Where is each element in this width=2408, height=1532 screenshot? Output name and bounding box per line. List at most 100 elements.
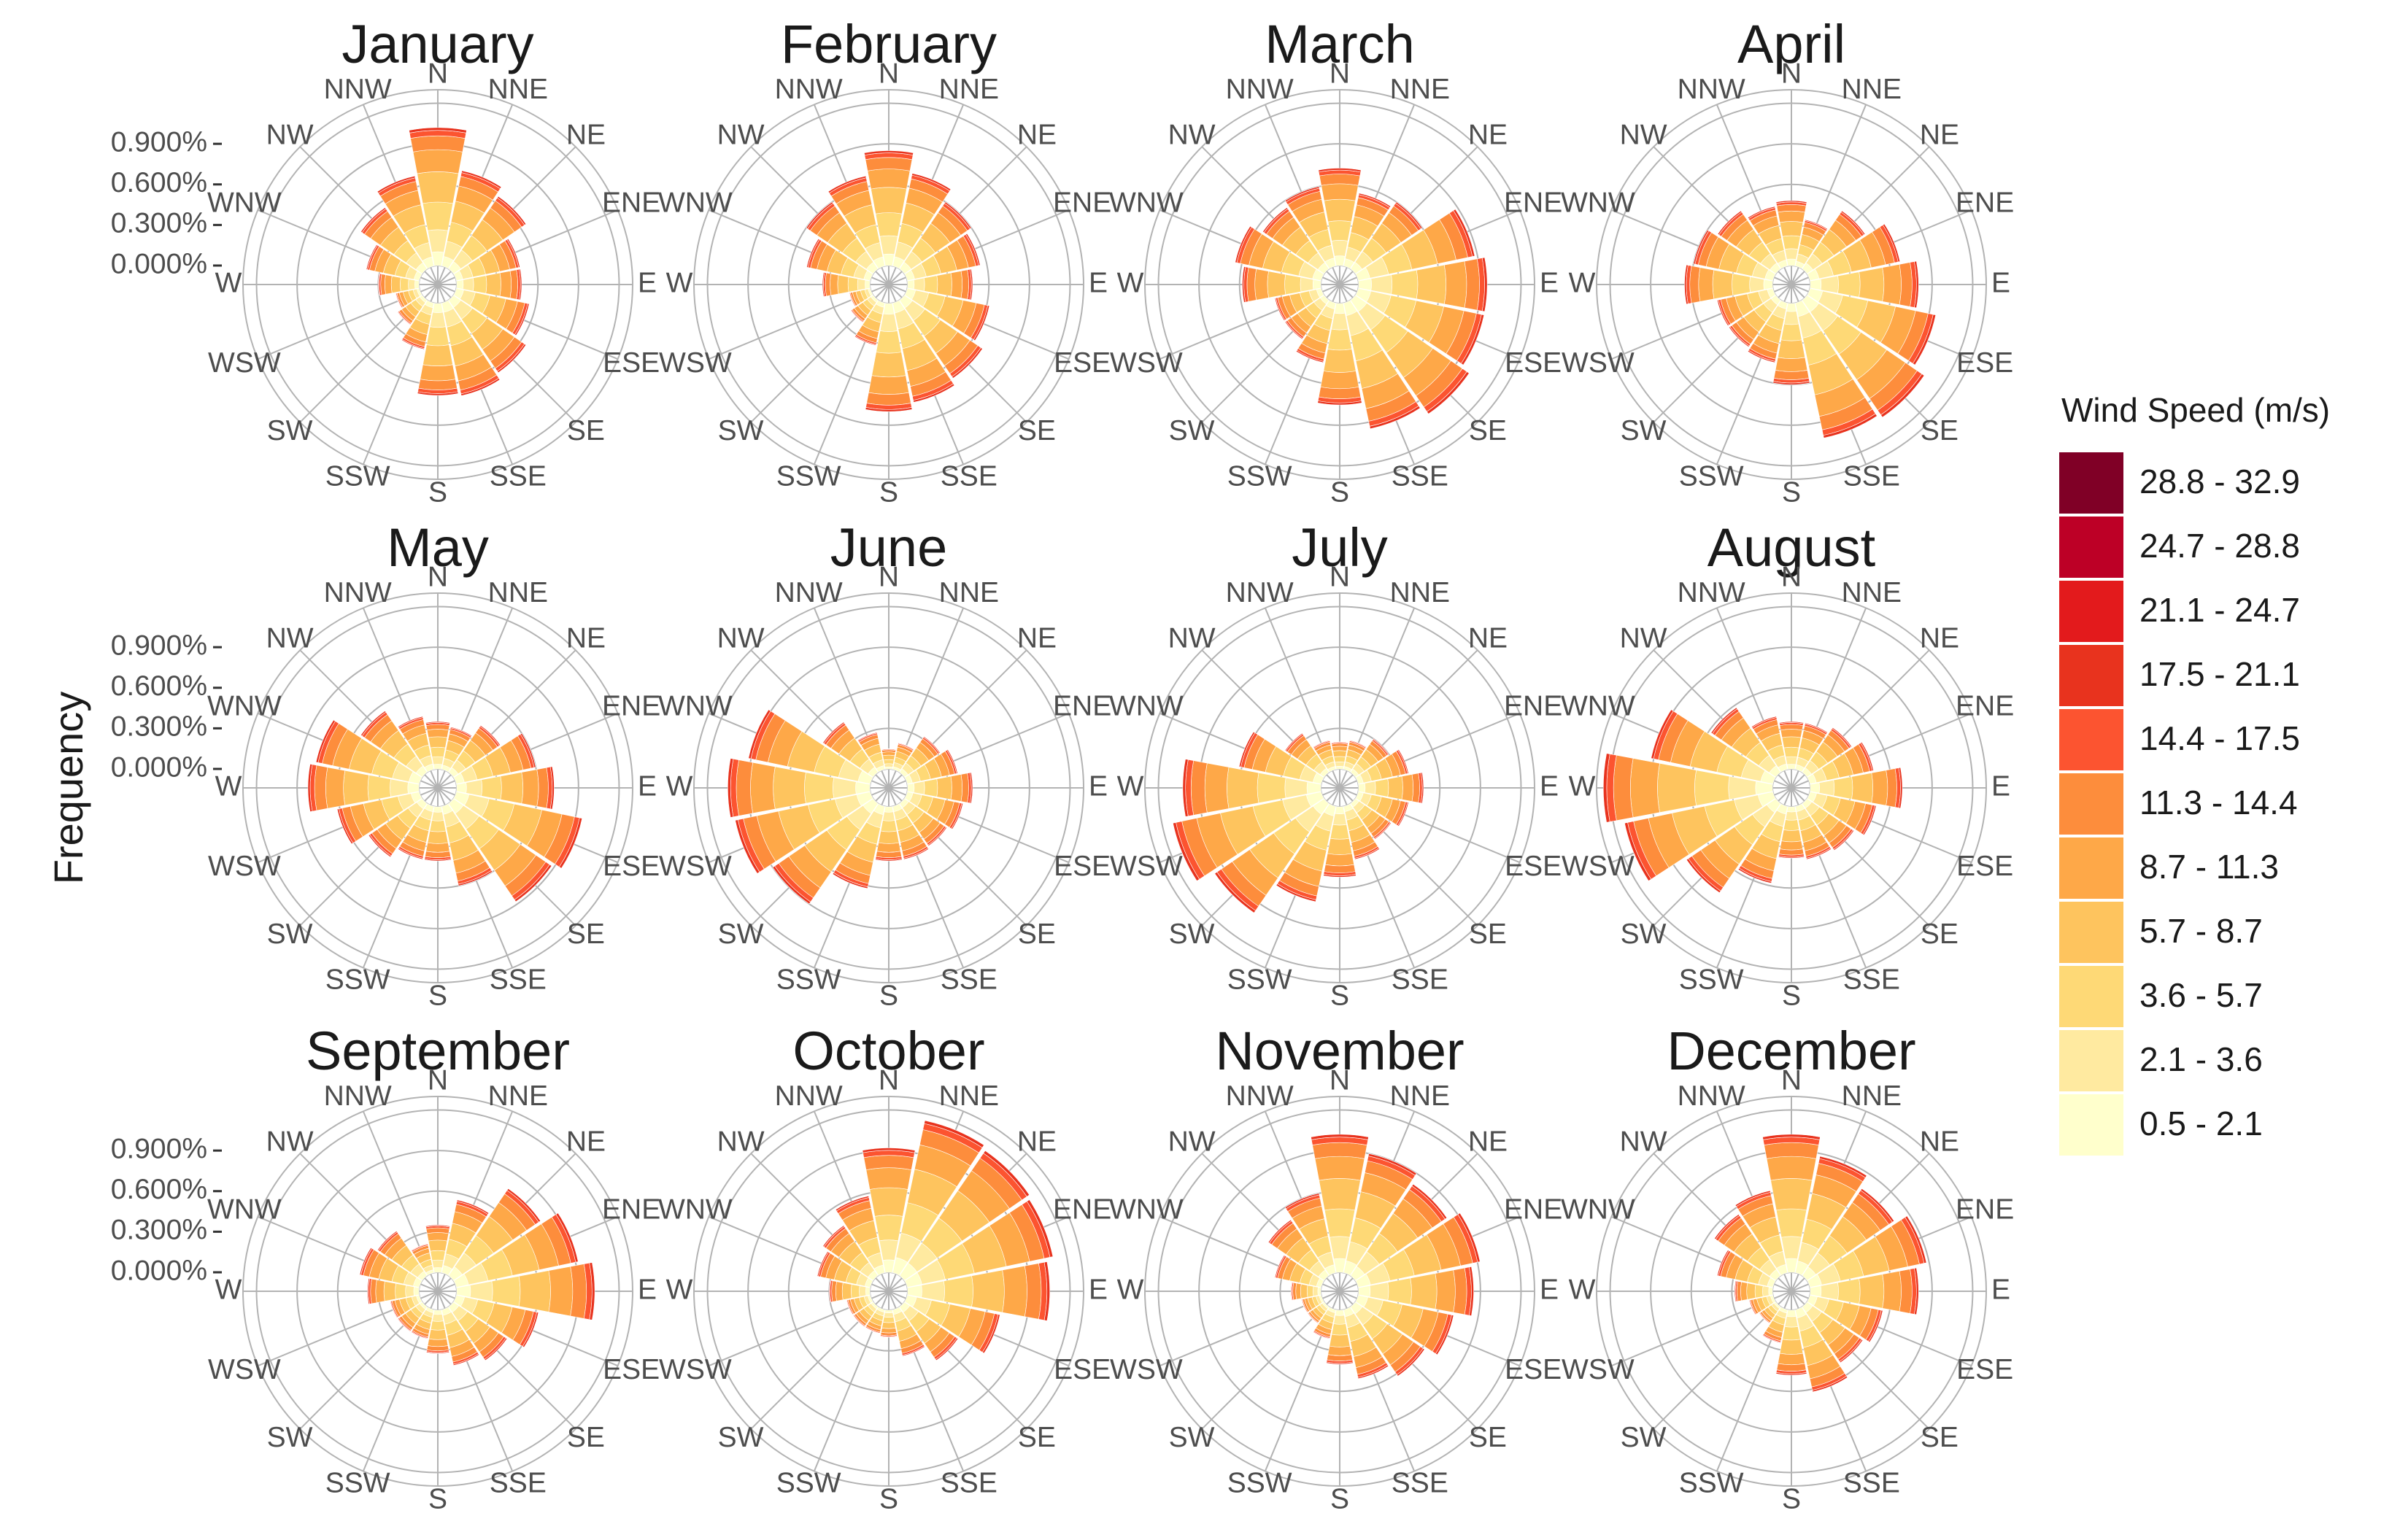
- panel-title: September: [306, 1021, 570, 1081]
- bar-april-wnw-bin3: [1693, 229, 1710, 265]
- bar-march-ene-bin3: [1453, 209, 1475, 257]
- bar-august-nne-bin3: [1805, 722, 1829, 734]
- bar-june-w-bin5: [736, 759, 754, 816]
- bar-september-s-bin8: [430, 1320, 446, 1331]
- bar-april-s-bin7: [1778, 339, 1805, 359]
- direction-label: SSE: [1843, 1467, 1900, 1498]
- bar-may-n-bin10: [433, 764, 443, 770]
- bar-june-e-bin7: [936, 775, 952, 800]
- bar-may-n-bin9: [431, 756, 444, 765]
- panel-title: October: [792, 1021, 984, 1081]
- radial-tick-label: 0.600%: [111, 670, 207, 702]
- bar-may-n-bin6: [426, 729, 449, 738]
- direction-label: WNW: [658, 187, 733, 218]
- bar-april-e-bin10: [1810, 279, 1822, 290]
- bar-december-ne-bin3: [1860, 1188, 1895, 1223]
- bar-november-e-bin7: [1410, 1273, 1438, 1309]
- direction-label: NE: [1920, 1126, 1959, 1157]
- bar-june-e-bin6: [950, 774, 962, 802]
- direction-label: NE: [1017, 119, 1057, 150]
- bar-november-n-bin9: [1329, 1236, 1351, 1260]
- bar-february-ssw-bin3: [854, 336, 876, 346]
- legend-swatch: [2059, 517, 2123, 578]
- bar-september-s-bin5: [426, 1345, 449, 1352]
- bar-june-s-bin9: [882, 811, 895, 821]
- bar-november-ese-bin3: [1435, 1315, 1454, 1355]
- direction-label: SW: [1621, 415, 1667, 446]
- bar-march-nw-bin3: [1262, 207, 1289, 233]
- direction-label: ESE: [603, 851, 660, 882]
- bar-february-e-bin7: [936, 272, 952, 297]
- direction-label: SE: [567, 415, 605, 446]
- bar-december-se-bin3: [1839, 1339, 1864, 1363]
- bar-october-w-bin10: [865, 1286, 871, 1296]
- bar-march-e-bin10: [1358, 278, 1372, 291]
- bar-october-s-bin10: [884, 1309, 893, 1314]
- bar-june-s-bin6: [876, 842, 901, 853]
- bar-december-w-bin7: [1746, 1283, 1756, 1300]
- bar-june-nw-bin3: [822, 721, 845, 744]
- direction-label: NW: [266, 622, 314, 654]
- direction-label: WNW: [1561, 1194, 1635, 1225]
- direction-label: SSE: [490, 1467, 547, 1498]
- direction-label: SE: [1469, 918, 1507, 950]
- bar-november-nnw-bin3: [1284, 1193, 1320, 1210]
- bar-february-e-bin6: [950, 271, 962, 298]
- bar-april-e-bin9: [1820, 275, 1839, 294]
- direction-label: SSE: [1843, 964, 1900, 995]
- bar-july-s-bin6: [1325, 853, 1354, 867]
- bar-april-s-bin10: [1786, 303, 1797, 312]
- bar-april-wsw-bin3: [1717, 299, 1729, 327]
- bar-november-s-bin8: [1331, 1323, 1348, 1336]
- bar-june-n-bin8: [883, 759, 895, 765]
- direction-label: E: [1089, 267, 1108, 298]
- bar-april-nnw-bin3: [1747, 206, 1776, 220]
- bar-february-s-bin7: [871, 352, 906, 378]
- direction-label: S: [1330, 476, 1349, 508]
- direction-label: NNE: [939, 74, 999, 105]
- bar-july-ene-bin3: [1397, 748, 1409, 774]
- bar-february-n-bin10: [882, 253, 895, 266]
- bar-december-e-bin7: [1859, 1274, 1885, 1309]
- direction-label: SW: [267, 1422, 313, 1453]
- bar-march-n-bin9: [1331, 239, 1348, 257]
- bar-november-n-bin6: [1314, 1156, 1365, 1181]
- direction-label: W: [666, 267, 693, 298]
- direction-label: ESE: [1054, 347, 1111, 379]
- bar-december-wsw-bin3: [1748, 1299, 1756, 1315]
- bar-april-sw-bin3: [1728, 326, 1750, 348]
- bar-october-wsw-bin3: [846, 1299, 854, 1315]
- bar-april-s-bin5: [1773, 370, 1810, 380]
- direction-label: NE: [566, 622, 606, 654]
- bar-january-e-bin9: [462, 277, 474, 292]
- direction-label: ESE: [603, 1354, 660, 1385]
- direction-label: ENE: [1504, 690, 1562, 721]
- direction-label: E: [638, 267, 657, 298]
- direction-label: NNW: [1226, 1080, 1294, 1112]
- bar-december-w-bin5: [1736, 1280, 1742, 1302]
- direction-label: NW: [1620, 119, 1667, 150]
- bar-january-ese-bin3: [514, 303, 530, 336]
- direction-label: SW: [718, 415, 764, 446]
- bar-december-ssw-bin3: [1762, 1334, 1781, 1344]
- radial-tick-label: 0.600%: [111, 167, 207, 198]
- direction-label: WSW: [208, 1354, 281, 1385]
- bar-july-e-bin7: [1387, 775, 1403, 800]
- legend-swatch: [2059, 837, 2123, 899]
- direction-label: S: [1330, 1483, 1349, 1514]
- direction-label: N: [879, 561, 899, 592]
- bar-february-w-bin10: [865, 279, 871, 290]
- bar-january-nnw-bin3: [377, 175, 416, 194]
- bar-october-ene-bin3: [1026, 1199, 1054, 1258]
- direction-label: WNW: [1561, 690, 1635, 721]
- bar-july-w-bin3: [1182, 759, 1189, 817]
- bar-july-w-bin7: [1227, 767, 1259, 809]
- bar-june-w-bin6: [750, 762, 776, 814]
- bar-june-s-bin10: [884, 806, 894, 813]
- bar-june-se-bin3: [927, 827, 947, 846]
- bar-april-n-bin6: [1778, 211, 1805, 223]
- bar-october-n-bin8: [874, 1215, 903, 1242]
